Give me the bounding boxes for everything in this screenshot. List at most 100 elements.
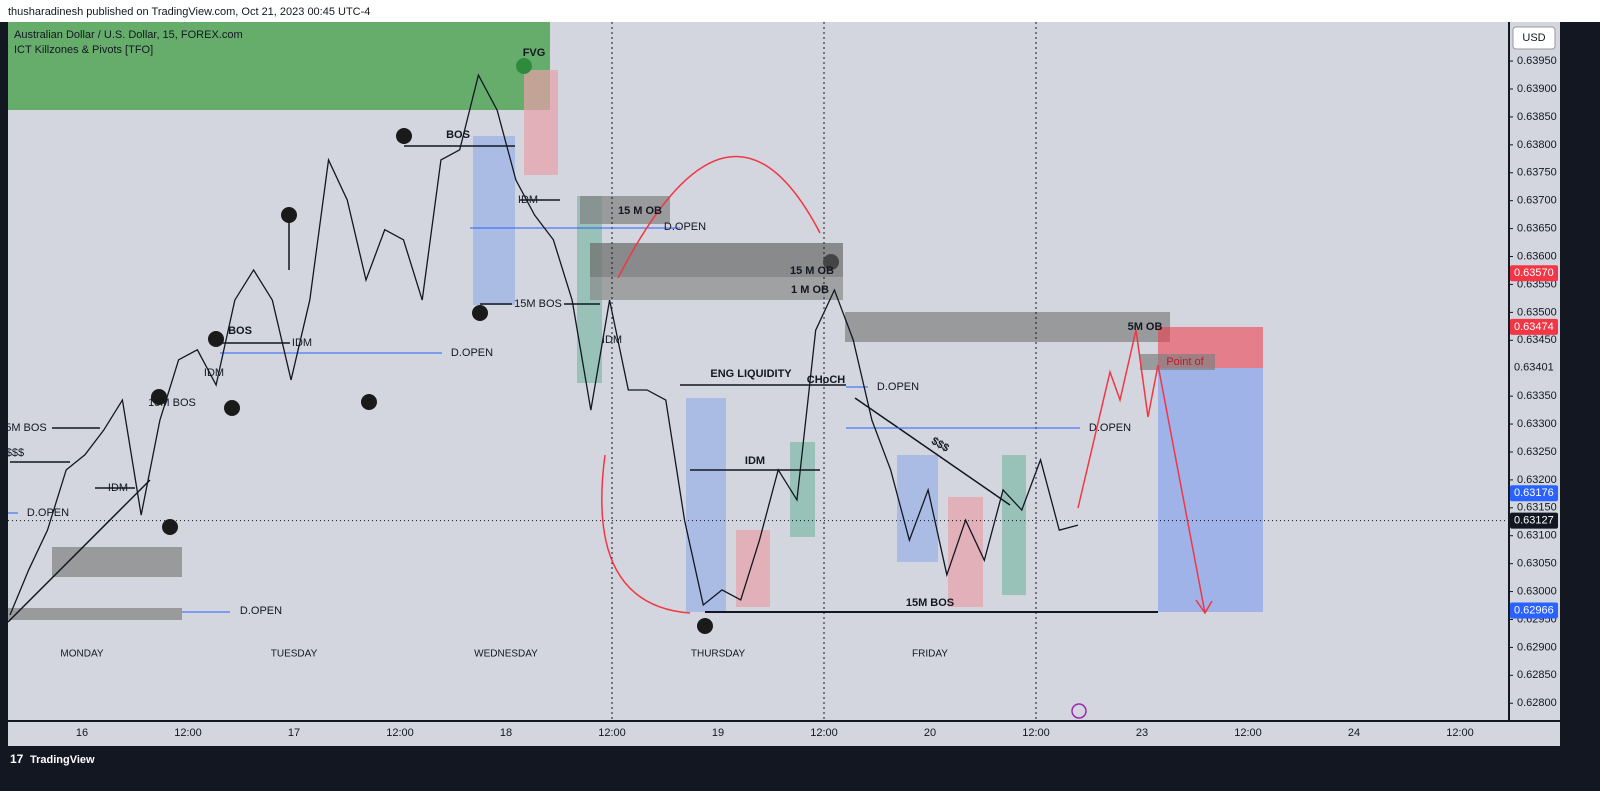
day-label: WEDNESDAY — [474, 649, 538, 660]
price-line — [9, 73, 1079, 616]
x-tick-label: 12:00 — [810, 727, 838, 739]
x-tick-label: 12:00 — [598, 727, 626, 739]
price-label-box — [1510, 265, 1558, 282]
y-tick-label: 0.63450 — [1517, 334, 1557, 346]
y-tick-label: 0.62800 — [1517, 697, 1557, 709]
y-tick-label: 0.63750 — [1517, 167, 1557, 179]
annotation: IDM — [292, 337, 312, 349]
ob-box — [580, 196, 670, 224]
arc — [617, 155, 821, 279]
y-tick-label: 0.63250 — [1517, 446, 1557, 458]
pivot — [208, 331, 224, 347]
currency-button[interactable] — [1512, 26, 1556, 50]
annotation: 15M BOS — [906, 597, 954, 609]
price-label: 0.63127 — [1514, 515, 1554, 527]
price-label-box — [1510, 359, 1558, 376]
x-tick-label: 23 — [1136, 727, 1148, 739]
pink-box — [524, 70, 558, 175]
y-tick-label: 0.62900 — [1517, 641, 1557, 653]
drawings — [7, 22, 1263, 720]
price-label: 0.63401 — [1514, 362, 1554, 374]
y-tick-label: 0.63700 — [1517, 195, 1557, 207]
pivot — [224, 400, 240, 416]
pink-box — [948, 497, 983, 607]
pivot — [697, 618, 713, 634]
x-tick-label: 19 — [712, 727, 724, 739]
day-label: TUESDAY — [271, 649, 318, 660]
annotation: 1 M OB — [791, 284, 829, 296]
annotation: $$$ — [6, 447, 24, 459]
x-tick-label: 12:00 — [1446, 727, 1474, 739]
annotation: D.OPEN — [1089, 422, 1131, 434]
y-tick-label: 0.62850 — [1517, 669, 1557, 681]
alert-icon[interactable] — [1071, 703, 1087, 719]
annotation: 5M BOS — [5, 422, 47, 434]
y-tick-label: 0.63050 — [1517, 558, 1557, 570]
y-tick-label: 0.63600 — [1517, 250, 1557, 262]
pivot — [516, 58, 532, 74]
byline: thusharadinesh published on TradingView.… — [8, 6, 370, 18]
ob-box — [8, 608, 182, 620]
blue-box — [686, 398, 726, 612]
y-tick-label: 0.63100 — [1517, 530, 1557, 542]
y-tick-label: 0.63550 — [1517, 278, 1557, 290]
blue-box — [897, 455, 938, 562]
price-label-box — [1510, 602, 1558, 619]
structure-lines — [7, 145, 1158, 623]
ob-box — [590, 277, 843, 300]
y-tick-label: 0.63150 — [1517, 502, 1557, 514]
line — [854, 397, 1011, 506]
annotation: ENG LIQUIDITY — [710, 368, 792, 380]
daily-open-lines — [8, 227, 1080, 613]
annotation: D.OPEN — [877, 381, 919, 393]
day-label: MONDAY — [60, 649, 103, 660]
annotation: IDM — [204, 367, 224, 379]
y-tick-label: 0.63950 — [1517, 55, 1557, 67]
y-tick-label: 0.63300 — [1517, 418, 1557, 430]
blue-box — [473, 136, 515, 305]
annotation: IDM — [518, 194, 538, 206]
x-tick-label: 12:00 — [1022, 727, 1050, 739]
y-tick-label: 0.63650 — [1517, 223, 1557, 235]
x-tick-label: 24 — [1348, 727, 1360, 739]
x-tick-label: 18 — [500, 727, 512, 739]
price-label: 0.63474 — [1514, 321, 1554, 333]
currency[interactable]: USD — [1522, 32, 1545, 44]
ob-box — [590, 243, 843, 277]
annotation: D.OPEN — [240, 605, 282, 617]
annotation: D.OPEN — [451, 347, 493, 359]
annotation: FVG — [523, 47, 546, 59]
arcs — [601, 155, 1213, 615]
teal-box — [1002, 455, 1026, 595]
annotation: D.OPEN — [664, 221, 706, 233]
annotation: 15M BOS — [148, 397, 196, 409]
y-tick-label: 0.63800 — [1517, 139, 1557, 151]
projection — [1077, 329, 1213, 615]
day-label: THURSDAY — [691, 649, 746, 660]
pivot — [472, 305, 488, 321]
annotation: 5M OB — [1128, 321, 1163, 333]
x-tick-label: 12:00 — [386, 727, 414, 739]
x-tick-label: 12:00 — [1234, 727, 1262, 739]
pivot — [151, 389, 167, 405]
teal-box — [790, 442, 815, 537]
pivots — [151, 58, 839, 634]
y-tick-label: 0.63200 — [1517, 474, 1557, 486]
price-label-box — [1510, 512, 1558, 529]
y-tick-label: 0.63000 — [1517, 585, 1557, 597]
pivot — [162, 519, 178, 535]
arc — [601, 454, 691, 614]
day-label: FRIDAY — [912, 649, 948, 660]
pivot — [361, 394, 377, 410]
pivot — [281, 207, 297, 223]
price-label-box — [1510, 485, 1558, 502]
indicator-legend: ICT Killzones & Pivots [TFO] — [14, 44, 153, 56]
pivot — [823, 254, 839, 270]
price-label-box — [1510, 318, 1558, 335]
y-tick-label: 0.63500 — [1517, 306, 1557, 318]
annotation: 15 M OB — [618, 205, 662, 217]
brand: TradingView — [30, 754, 95, 766]
price-label: 0.62966 — [1514, 604, 1554, 616]
brand-logo: 17 — [10, 752, 24, 766]
